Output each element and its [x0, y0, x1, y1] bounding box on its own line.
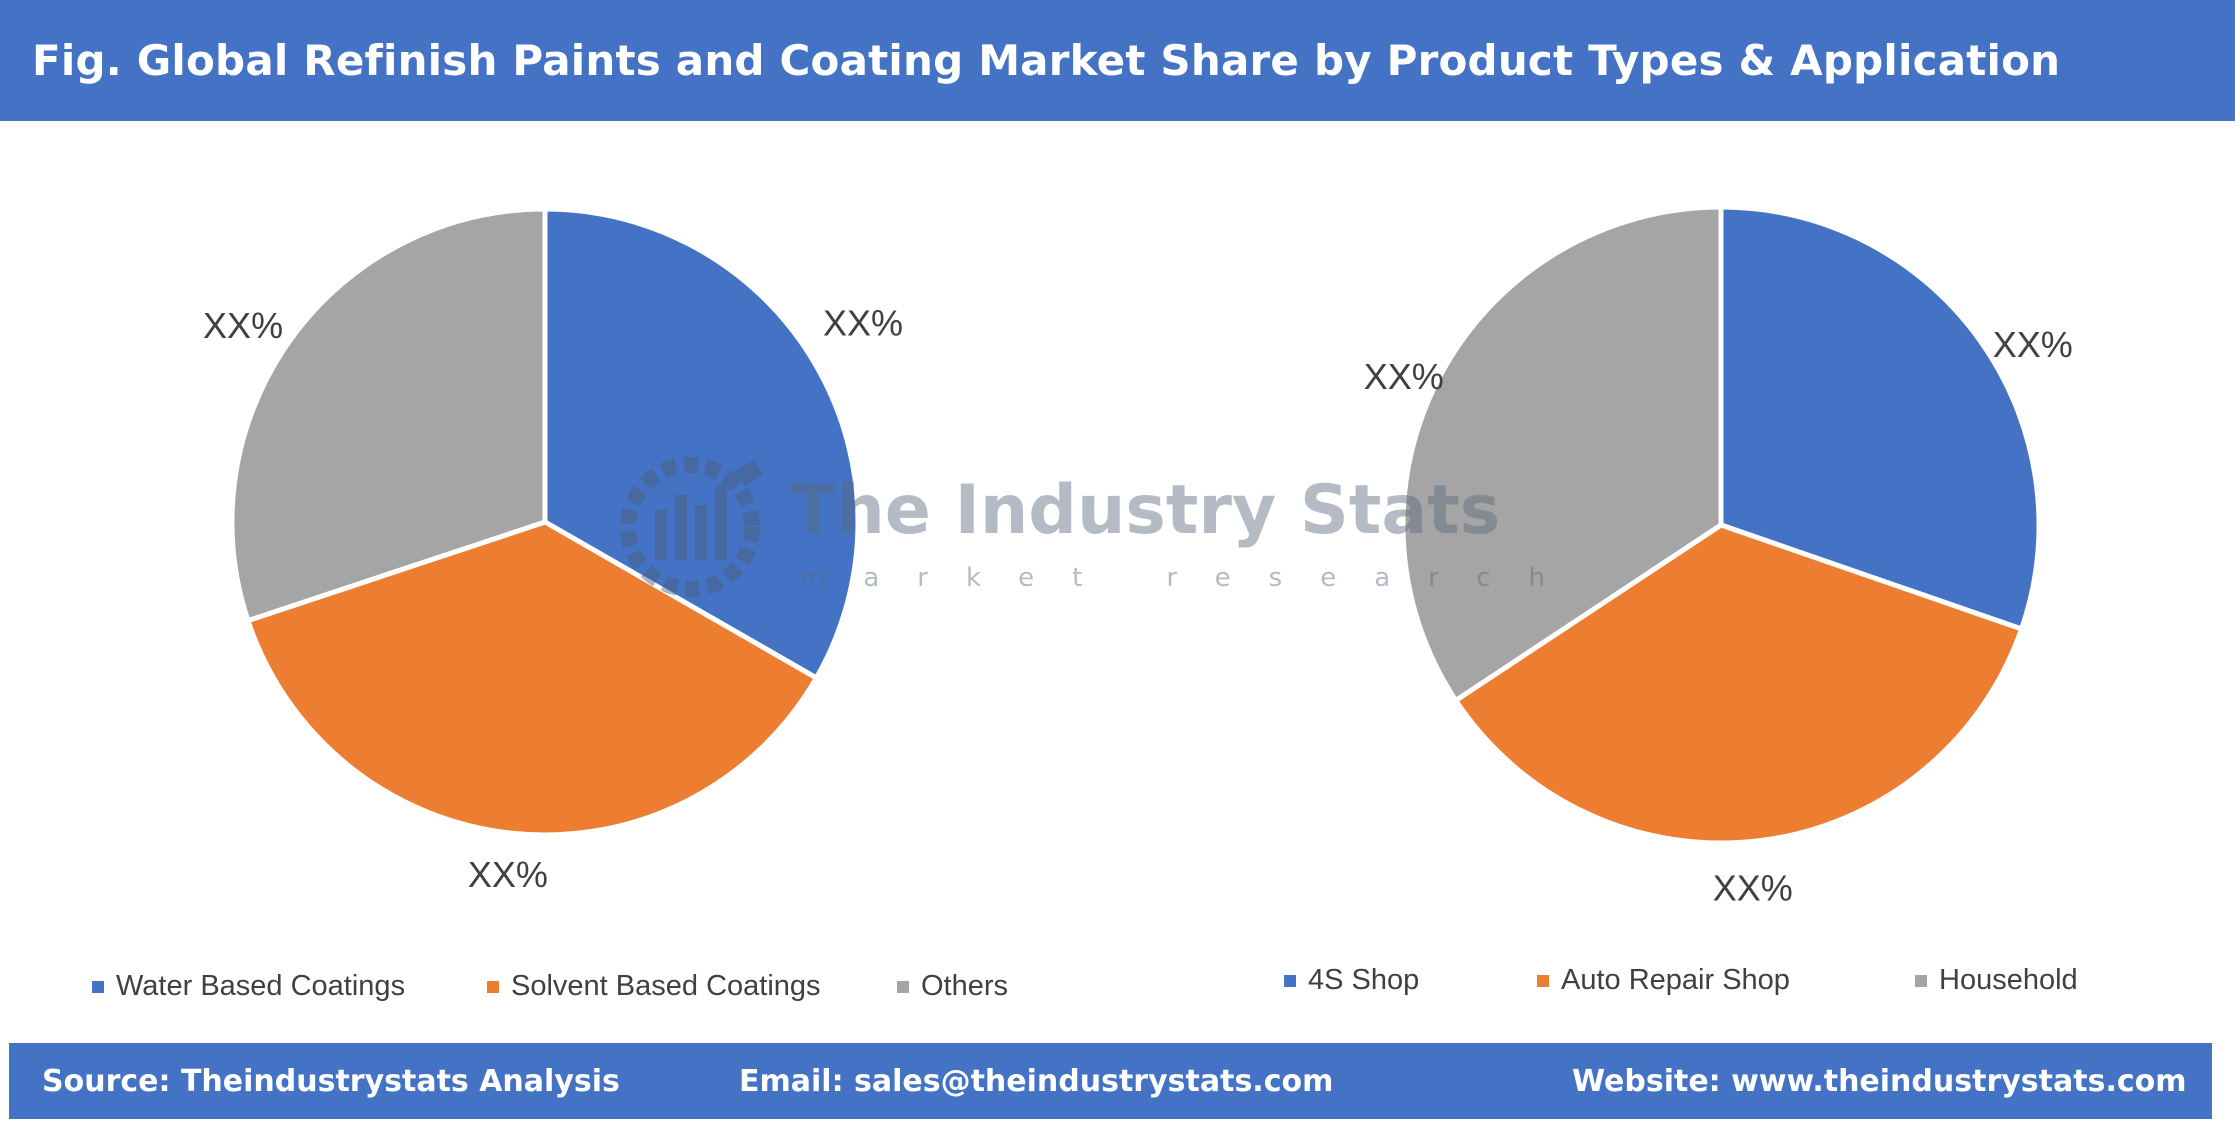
data-label-0: XX%: [1993, 324, 2073, 365]
footer-website[interactable]: Website: www.theindustrystats.com: [1572, 1063, 2187, 1099]
data-label-1: XX%: [1713, 868, 1793, 909]
data-label-0: XX%: [823, 302, 903, 343]
pie-slice-0: [542, 206, 861, 682]
charts-area: XX% XX% XX% XX% XX% XX% The Industry Stats m…: [203, 204, 2073, 909]
pie-chart-product-types: XX% XX% XX%: [203, 206, 903, 895]
data-label-1: XX%: [468, 854, 548, 895]
legend-swatch: [1537, 974, 1549, 987]
pie-chart-application: XX% XX% XX%: [1364, 204, 2073, 909]
legend-label: Others: [921, 970, 1009, 1002]
pie-slice-0: [1718, 204, 2042, 633]
chart-title: Fig. Global Refinish Paints and Coating …: [0, 0, 2235, 121]
watermark-main-text: The Industry Stats: [790, 471, 1500, 550]
legend-item-2: Others: [897, 970, 1008, 1003]
legend-swatch: [897, 980, 909, 993]
legend-item-1: Solvent Based Coatings: [487, 970, 821, 1003]
legend-item-0: Water Based Coatings: [92, 970, 405, 1003]
data-label-2: XX%: [1364, 356, 1444, 397]
footer-source: Source: Theindustrystats Analysis: [42, 1063, 620, 1099]
legend-swatch: [92, 980, 104, 993]
watermark: The Industry Stats market research: [620, 457, 1583, 597]
legend-label: Solvent Based Coatings: [511, 970, 821, 1002]
gear-chart-logo-icon: [620, 457, 763, 597]
pie-slice-2: [229, 206, 548, 624]
legend-label: Household: [1939, 964, 2078, 996]
legend-label: Water Based Coatings: [116, 970, 406, 1002]
footer-email[interactable]: Email: sales@theindustrystats.com: [739, 1063, 1334, 1099]
legend-swatch: [1284, 974, 1296, 987]
legend-item-2: Household: [1915, 964, 2078, 997]
legend-swatch: [487, 980, 499, 993]
legend-swatch: [1915, 974, 1927, 987]
pie-slice-1: [244, 519, 820, 838]
legend-label: Auto Repair Shop: [1561, 964, 1790, 996]
legend-label: 4S Shop: [1308, 964, 1420, 996]
pie-slice-2: [1400, 204, 1724, 704]
legend-item-0: 4S Shop: [1284, 964, 1419, 997]
watermark-sub-text: market research: [800, 563, 1583, 593]
footer-bar: Source: Theindustrystats Analysis Email:…: [9, 1043, 2212, 1119]
pie-slice-1: [1452, 522, 2025, 846]
data-label-2: XX%: [203, 305, 283, 346]
legend-item-1: Auto Repair Shop: [1537, 964, 1790, 997]
